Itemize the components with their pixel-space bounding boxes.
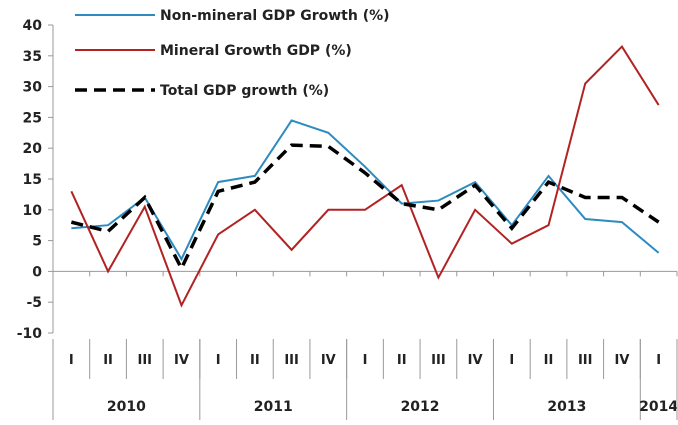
series-line-0: [71, 119, 660, 262]
year-label: 2010: [107, 399, 146, 415]
y-tick-label: 35: [23, 49, 42, 65]
y-tick-label: 5: [32, 234, 42, 250]
quarter-label: I: [216, 353, 221, 368]
quarter-label: II: [397, 353, 407, 368]
year-label: 2014: [639, 399, 678, 415]
quarter-label: IV: [174, 353, 189, 368]
quarter-label: II: [103, 353, 113, 368]
quarter-label: II: [250, 353, 260, 368]
quarter-label: III: [138, 353, 153, 368]
y-tick-label: 25: [23, 110, 42, 126]
quarter-label: I: [656, 353, 661, 368]
legend-label: Non-mineral GDP Growth (%): [160, 8, 390, 24]
quarter-label: III: [431, 353, 446, 368]
year-label: 2012: [401, 399, 440, 415]
quarter-label: III: [578, 353, 593, 368]
y-tick-label: 0: [32, 264, 42, 280]
quarter-label: II: [544, 353, 554, 368]
y-tick-label: 40: [23, 18, 43, 34]
quarter-label: IV: [468, 353, 483, 368]
year-label: 2013: [547, 399, 586, 415]
y-tick-label: -10: [17, 326, 43, 342]
quarter-label: I: [509, 353, 514, 368]
series-line-2: [70, 143, 660, 273]
y-tick-label: 10: [23, 203, 43, 219]
series-line-1: [70, 44, 660, 308]
y-tick-label: 20: [23, 141, 43, 157]
quarter-label: IV: [321, 353, 336, 368]
quarter-label: I: [69, 353, 74, 368]
quarter-label: I: [363, 353, 368, 368]
quarter-label: III: [284, 353, 299, 368]
year-label: 2011: [254, 399, 293, 415]
legend-label: Mineral Growth GDP (%): [160, 43, 352, 59]
quarter-label: IV: [614, 353, 629, 368]
y-tick-label: 15: [23, 172, 42, 188]
y-tick-label: 30: [23, 80, 43, 96]
legend-label: Total GDP growth (%): [160, 83, 329, 99]
y-tick-label: -5: [26, 295, 42, 311]
